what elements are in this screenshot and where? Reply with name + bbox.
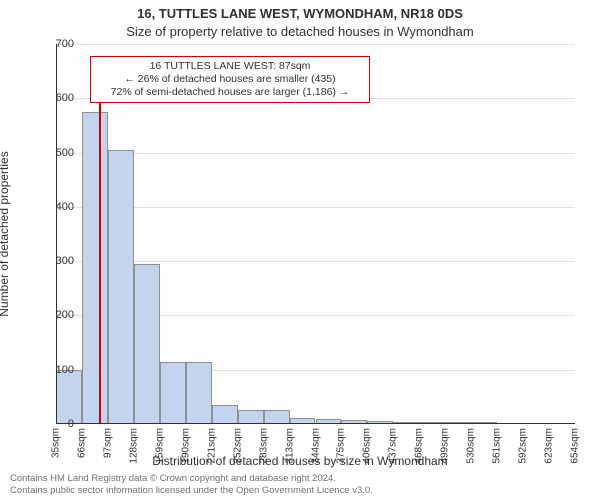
x-tick-label: 375sqm <box>336 428 347 464</box>
histogram-bar <box>56 370 82 424</box>
x-axis-label: Distribution of detached houses by size … <box>0 454 600 468</box>
x-tick-label: 97sqm <box>102 428 113 458</box>
x-axis-line <box>56 423 575 424</box>
x-tick-label: 623sqm <box>544 428 555 464</box>
x-tick-label: 221sqm <box>206 428 217 464</box>
x-tick-label: 468sqm <box>414 428 425 464</box>
y-tick-label: 300 <box>34 255 74 267</box>
x-tick-label: 437sqm <box>388 428 399 464</box>
property-marker-line <box>99 98 101 424</box>
plot-area: 16 TUTTLES LANE WEST: 87sqm ← 26% of det… <box>56 44 575 424</box>
x-tick-label: 190sqm <box>180 428 191 464</box>
footer-line1: Contains HM Land Registry data © Crown c… <box>10 473 373 484</box>
x-tick-label: 344sqm <box>310 428 321 464</box>
x-tick-label: 499sqm <box>440 428 451 464</box>
chart-title-line2: Size of property relative to detached ho… <box>0 24 600 39</box>
gridline <box>56 44 575 45</box>
y-tick-label: 600 <box>34 92 74 104</box>
histogram-bar <box>82 112 108 424</box>
y-axis-label: Number of detached properties <box>0 151 11 316</box>
footer-attribution: Contains HM Land Registry data © Crown c… <box>10 473 373 496</box>
x-tick-label: 66sqm <box>76 428 87 458</box>
footer-line2: Contains public sector information licen… <box>10 485 373 496</box>
histogram-bar <box>186 362 212 424</box>
annotation-line3: 72% of semi-detached houses are larger (… <box>97 86 363 99</box>
chart-container: 16, TUTTLES LANE WEST, WYMONDHAM, NR18 0… <box>0 0 600 500</box>
x-tick-label: 592sqm <box>518 428 529 464</box>
x-tick-label: 313sqm <box>284 428 295 464</box>
y-tick-label: 500 <box>34 147 74 159</box>
chart-title-line1: 16, TUTTLES LANE WEST, WYMONDHAM, NR18 0… <box>0 6 600 21</box>
x-tick-label: 406sqm <box>362 428 373 464</box>
x-tick-label: 283sqm <box>258 428 269 464</box>
histogram-bar <box>108 150 134 424</box>
x-tick-label: 252sqm <box>232 428 243 464</box>
gridline <box>56 207 575 208</box>
y-tick-label: 400 <box>34 201 74 213</box>
histogram-bar <box>264 410 290 424</box>
gridline <box>56 153 575 154</box>
histogram-bar <box>160 362 186 424</box>
histogram-bar <box>212 405 238 424</box>
annotation-box: 16 TUTTLES LANE WEST: 87sqm ← 26% of det… <box>90 56 370 103</box>
y-tick-label: 200 <box>34 309 74 321</box>
gridline <box>56 261 575 262</box>
x-tick-label: 530sqm <box>466 428 477 464</box>
histogram-bar <box>238 410 264 424</box>
y-tick-label: 700 <box>34 38 74 50</box>
x-tick-label: 159sqm <box>154 428 165 464</box>
x-tick-label: 35sqm <box>51 428 62 458</box>
y-tick-label: 100 <box>34 364 74 376</box>
x-tick-label: 128sqm <box>128 428 139 464</box>
histogram-bar <box>134 264 160 424</box>
annotation-line2: ← 26% of detached houses are smaller (43… <box>97 73 363 86</box>
x-tick-label: 561sqm <box>492 428 503 464</box>
x-tick-label: 654sqm <box>570 428 581 464</box>
annotation-line1: 16 TUTTLES LANE WEST: 87sqm <box>97 60 363 73</box>
